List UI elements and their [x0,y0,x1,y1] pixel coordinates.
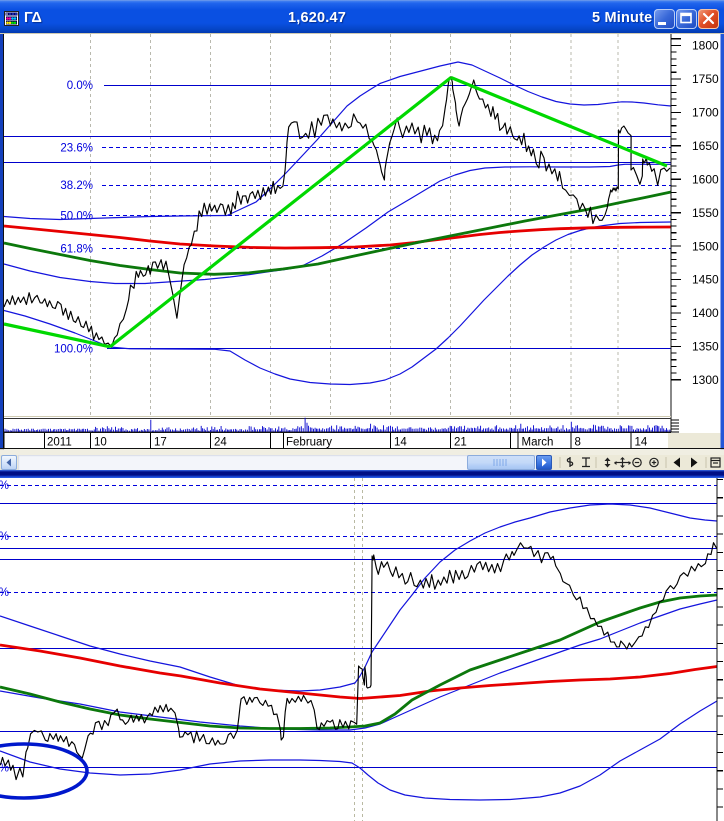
svg-text:1400: 1400 [692,306,719,320]
svg-text:1800: 1800 [692,39,719,53]
svg-text:10: 10 [94,436,107,448]
svg-text:%: % [0,531,9,543]
svg-text:61.8%: 61.8% [60,244,93,256]
svg-text:14: 14 [635,436,648,448]
svg-text:1700: 1700 [692,106,719,120]
svg-text:17: 17 [154,436,167,448]
svg-text:February: February [286,436,332,448]
svg-text:1450: 1450 [692,273,719,287]
svg-text:38.2%: 38.2% [60,180,93,192]
svg-text:100.0%: 100.0% [54,344,93,356]
svg-text:23.6%: 23.6% [60,143,93,155]
svg-text:%: % [0,480,9,492]
svg-text:1600: 1600 [692,172,719,186]
svg-text:24: 24 [214,436,227,448]
svg-text:14: 14 [394,436,407,448]
svg-text:%: % [0,587,9,599]
svg-text:2011: 2011 [47,436,72,448]
svg-text:%: % [0,763,9,775]
svg-text:1350: 1350 [692,340,719,354]
svg-text:1550: 1550 [692,206,719,220]
svg-text:0.0%: 0.0% [67,80,93,92]
svg-text:1650: 1650 [692,139,719,153]
svg-text:1300: 1300 [692,373,719,387]
svg-text:1750: 1750 [692,72,719,86]
svg-text:1500: 1500 [692,239,719,253]
svg-text:8: 8 [575,436,581,448]
svg-text:21: 21 [454,436,467,448]
svg-text:March: March [522,436,554,448]
svg-text:50.0%: 50.0% [60,211,93,223]
